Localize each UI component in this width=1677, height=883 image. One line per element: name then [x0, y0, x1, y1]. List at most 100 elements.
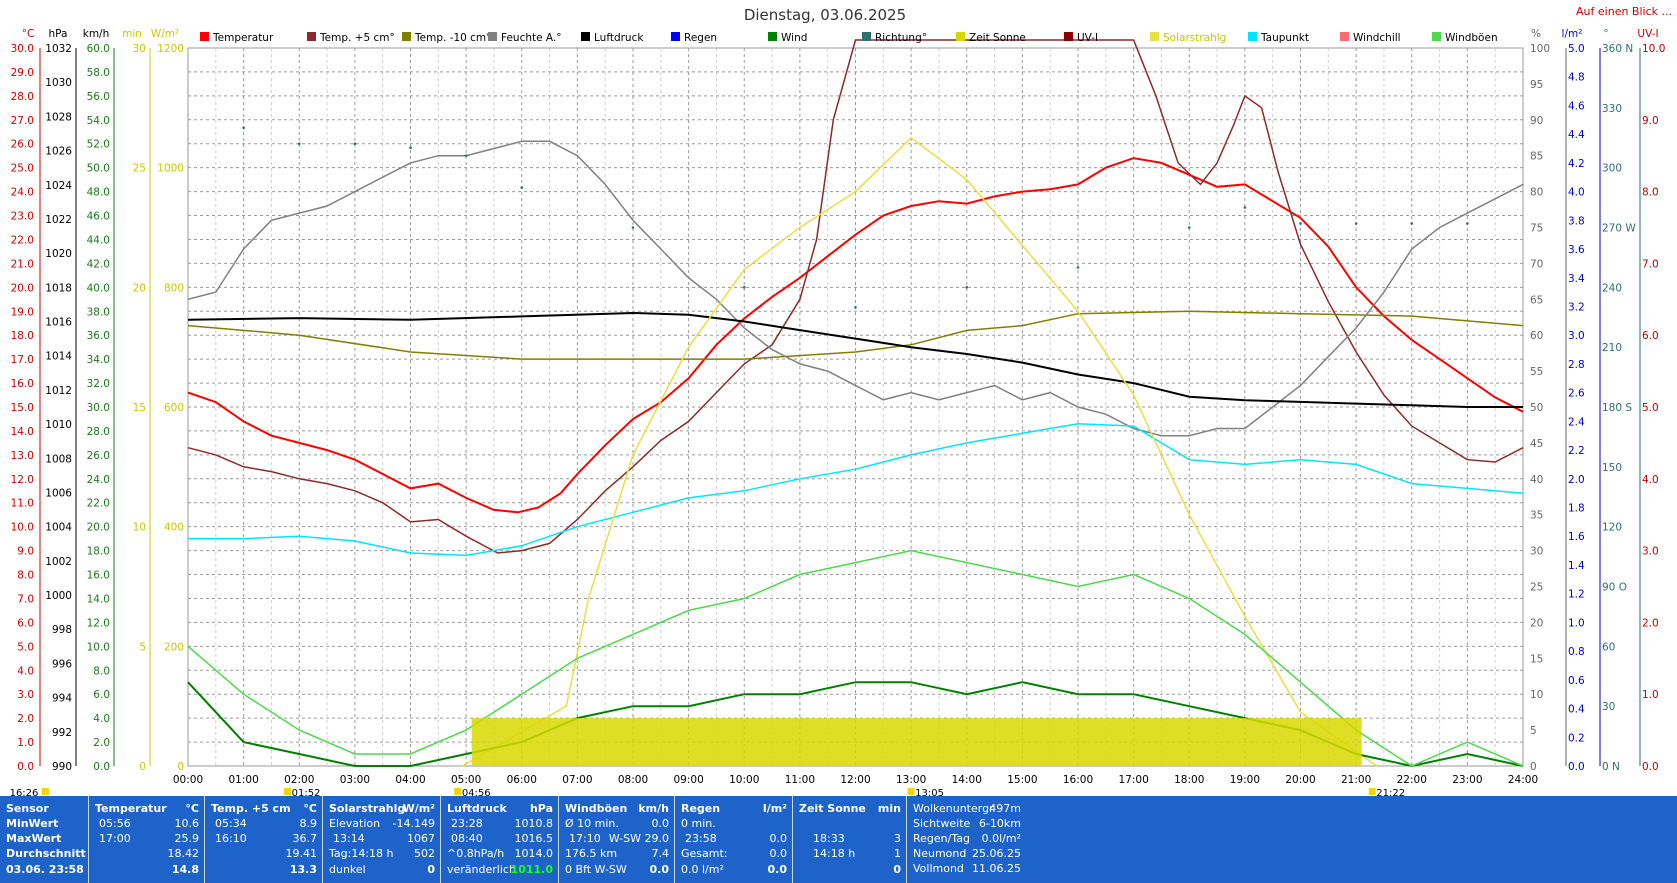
axis-tick-time: 02:00 [284, 774, 314, 786]
gusts-avg10-value: 0.0 [651, 817, 670, 830]
series-point-direction [1187, 226, 1191, 229]
series-point-direction [353, 142, 357, 146]
axis-tick-temp: 3.0 [17, 689, 34, 701]
row-label-avg: Durchschnitt [6, 847, 86, 860]
axis-tick-direction: 300 [1602, 163, 1622, 175]
series-point-direction [631, 226, 635, 229]
axis-tick-percent: 65 [1530, 294, 1543, 306]
series-line-feuchte-a- [187, 140, 1524, 437]
axis-tick-percent: 15 [1530, 653, 1543, 665]
axis-tick-time: 20:00 [1285, 774, 1315, 786]
axis-tick-temp: 7.0 [17, 593, 34, 605]
legend-swatch [956, 32, 965, 41]
axis-tick-time: 11:00 [785, 774, 815, 786]
stats-sun-unit: min [877, 802, 901, 815]
axis-tick-temp: 27.0 [11, 115, 34, 127]
axis-tick-lm2: 3.8 [1568, 215, 1585, 227]
series-point-direction [965, 286, 969, 289]
axis-tick-kmh: 44.0 [87, 234, 110, 246]
axis-tick-hpa: 1026 [45, 146, 72, 158]
series-point-direction [1466, 222, 1469, 225]
axis-tick-lm2: 4.4 [1568, 129, 1585, 141]
temp5-min-time: 05:34 [215, 817, 247, 830]
axis-tick-lm2: 2.4 [1568, 416, 1585, 428]
axis-tick-lm2: 1.4 [1568, 560, 1585, 572]
stats-sensor: Sensor MinWert MaxWert Durchschnitt 03.0… [0, 796, 88, 883]
axis-tick-hpa: 1008 [45, 453, 72, 465]
axis-tick-kmh: 22.0 [87, 498, 110, 510]
axis-tick-kmh: 46.0 [87, 211, 110, 223]
rain-day-value: 0.0l/m² [981, 832, 1021, 845]
series-line-temp-10-cm- [187, 310, 1524, 360]
rain-total-label: Gesamt: [681, 847, 728, 860]
series-line-solarstrahlg [461, 136, 1378, 767]
axis-tick-kmh: 58.0 [87, 67, 110, 79]
axis-tick-temp: 6.0 [17, 617, 34, 629]
axis-tick-min: 25 [133, 163, 146, 175]
axis-tick-time: 22:00 [1397, 774, 1427, 786]
axis-tick-time: 18:00 [1174, 774, 1204, 786]
legend-swatch [1064, 32, 1073, 41]
overview-link[interactable]: Auf einen Blick ... [1576, 5, 1672, 18]
legend-swatch [488, 32, 497, 41]
axis-tick-time: 03:00 [340, 774, 370, 786]
axis-tick-kmh: 52.0 [87, 139, 110, 151]
axis-tick-uv: 4.0 [1642, 474, 1659, 486]
axis-tick-lm2: 3.0 [1568, 330, 1585, 342]
unit-label-left: hPa [49, 28, 68, 40]
stats-solar-title: Solarstrahlg [329, 802, 406, 815]
axis-tick-lm2: 0.4 [1568, 704, 1585, 716]
axis-tick-temp: 29.0 [11, 67, 34, 79]
legend-swatch [307, 32, 316, 41]
pressure-current-value: 1011.0 [510, 863, 553, 876]
pressure-min-time: 23:28 [451, 817, 483, 830]
axis-tick-temp: 19.0 [11, 306, 34, 318]
axis-tick-lm2: 1.2 [1568, 589, 1585, 601]
pressure-min-value: 1010.8 [514, 817, 554, 830]
axis-tick-time: 07:00 [562, 774, 592, 786]
axis-tick-uv: 2.0 [1642, 617, 1659, 629]
axis-tick-uv: 0.0 [1642, 761, 1659, 773]
stats-temp5: Temp. +5 cm °C 05:34 8.9 16:10 36.7 19.41 1… [204, 796, 323, 883]
axis-tick-temp: 26.0 [11, 139, 34, 151]
row-label-min: MinWert [6, 817, 59, 830]
axis-tick-time: 05:00 [451, 774, 481, 786]
series-point-direction [1299, 222, 1302, 225]
axis-tick-time: 14:00 [952, 774, 982, 786]
gusts-avg-value: 7.4 [651, 847, 670, 860]
axis-tick-temp: 9.0 [17, 546, 34, 558]
stats-pressure-unit: hPa [529, 802, 553, 815]
axis-tick-temp: 4.0 [17, 665, 34, 677]
axis-tick-percent: 75 [1530, 223, 1543, 235]
axis-tick-hpa: 1004 [45, 522, 72, 534]
axis-tick-lm2: 3.4 [1568, 273, 1585, 285]
axis-tick-kmh: 42.0 [87, 258, 110, 270]
axis-tick-time: 16:00 [1063, 774, 1093, 786]
legend-swatch [671, 32, 680, 41]
temp-max-value: 25.9 [174, 832, 200, 845]
sun-duration: 14:18 h [813, 847, 856, 860]
axis-tick-time: 10:00 [729, 774, 759, 786]
axis-tick-kmh: 14.0 [87, 593, 110, 605]
rain-max-value: 0.0 [769, 832, 788, 845]
axis-tick-percent: 5 [1530, 725, 1537, 737]
axis-tick-uv: 8.0 [1642, 187, 1659, 199]
axis-tick-percent: 40 [1530, 474, 1543, 486]
time-marker: 04:56 [462, 788, 491, 796]
series-line-temp-5-cm- [187, 39, 1524, 554]
axis-tick-kmh: 2.0 [93, 737, 110, 749]
axis-tick-uv: 5.0 [1642, 402, 1659, 414]
axis-tick-percent: 80 [1530, 187, 1543, 199]
temp-avg-value: 18.42 [167, 847, 200, 860]
axis-tick-wm2: 400 [164, 522, 184, 534]
solar-elevation-value: -14.149 [392, 817, 435, 830]
axis-tick-direction: 180 S [1602, 402, 1632, 414]
pressure-trend: ^0.8hPa/h [447, 847, 505, 860]
row-label-max: MaxWert [6, 832, 62, 845]
chart-title: Dienstag, 03.06.2025 [744, 6, 906, 24]
axis-tick-kmh: 60.0 [87, 43, 110, 55]
axis-tick-wm2: 1000 [157, 163, 184, 175]
stats-temp-unit: °C [185, 802, 199, 815]
temp-min-time: 05:56 [99, 817, 131, 830]
solar-current-value: 0 [427, 863, 435, 876]
